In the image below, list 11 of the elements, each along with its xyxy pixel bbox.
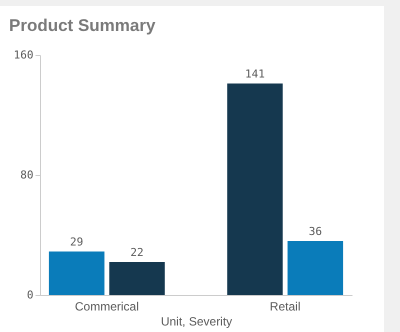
y-tick-label: 80 — [20, 168, 34, 182]
data-label: 141 — [245, 68, 265, 80]
y-tick-label: 160 — [14, 48, 34, 62]
data-label: 22 — [130, 246, 144, 259]
chart-title: Product Summary — [9, 16, 156, 36]
data-label: 29 — [70, 236, 84, 248]
data-label: 36 — [308, 225, 322, 238]
y-tick-label: 0 — [26, 288, 34, 302]
x-tick-label: Commerical — [74, 300, 139, 314]
x-tick-label: Retail — [270, 300, 300, 314]
x-axis-title: Unit, Severity — [160, 314, 232, 328]
